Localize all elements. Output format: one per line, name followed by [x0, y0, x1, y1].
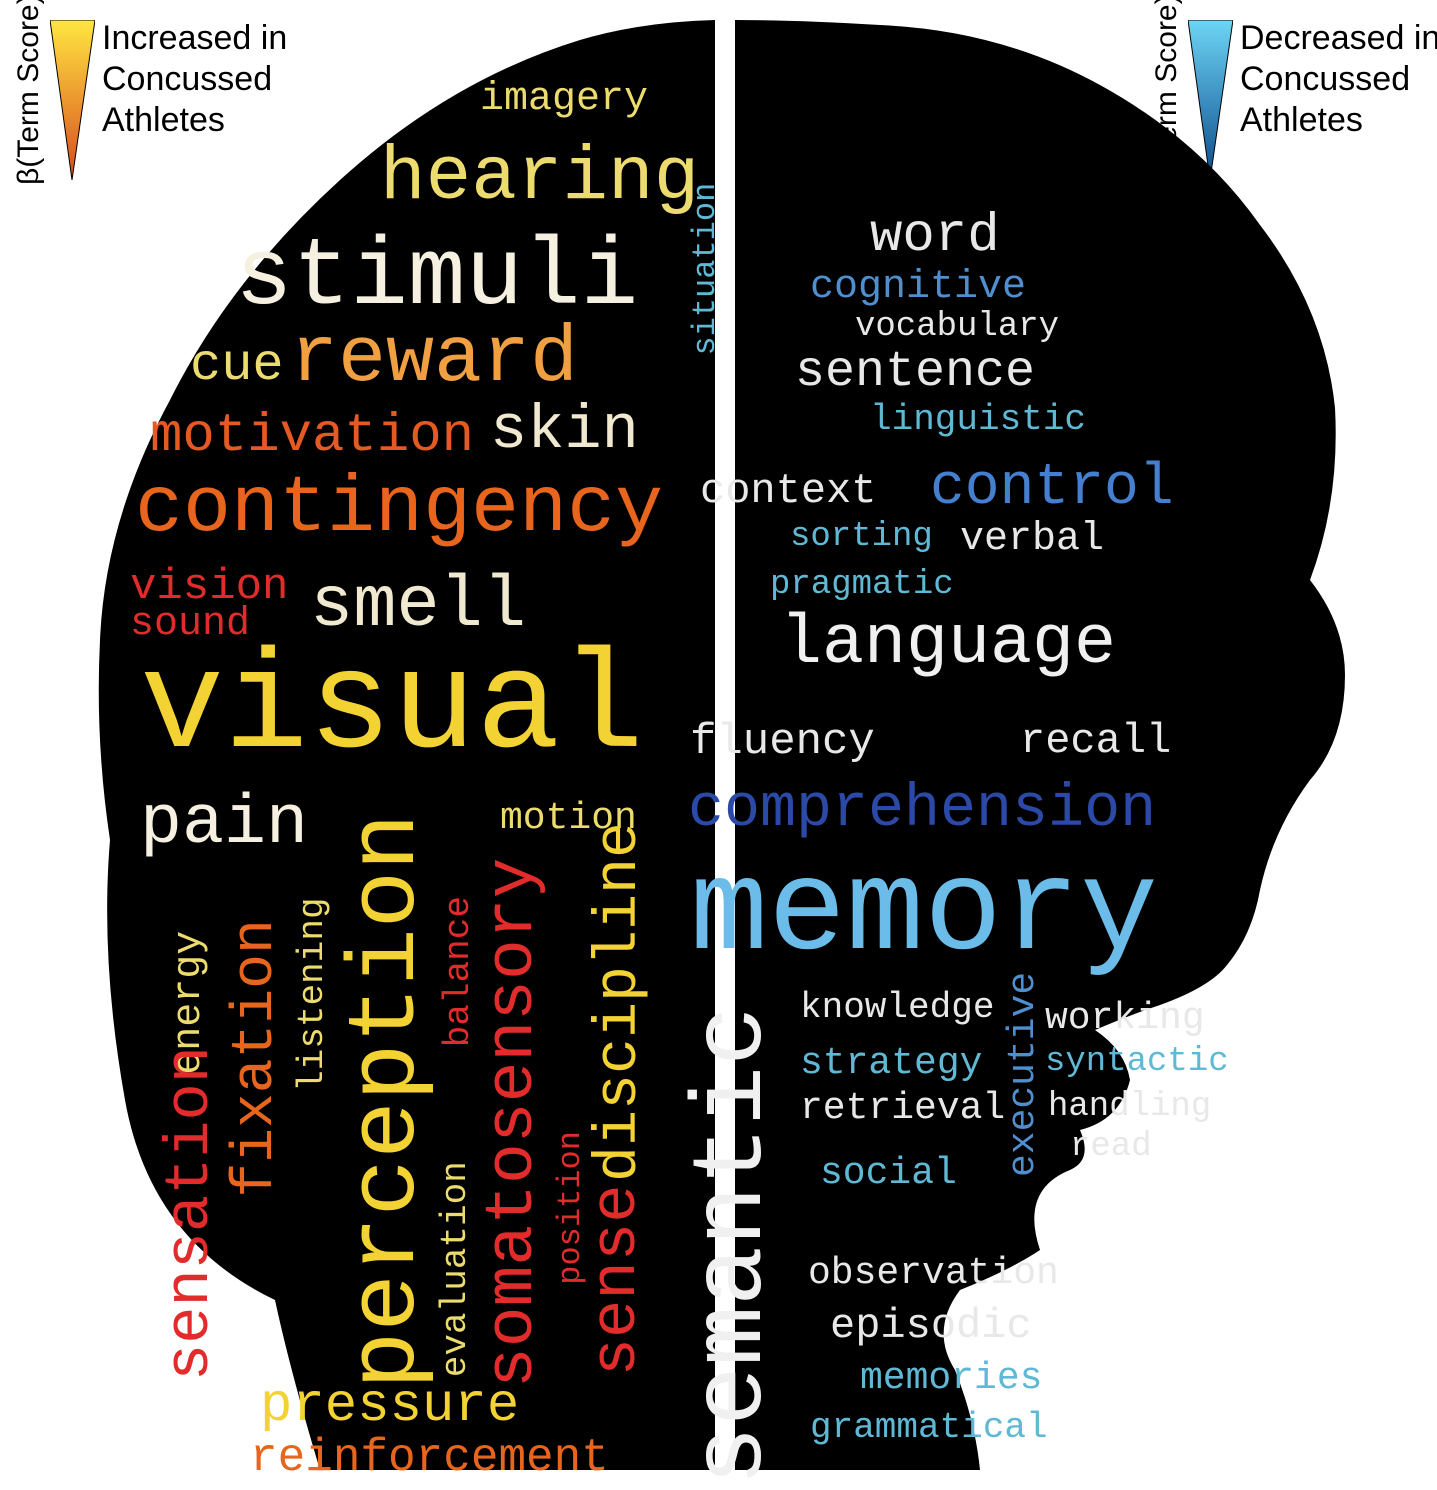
right-word-memory: memory: [690, 850, 1158, 980]
left-word-pressure: pressure: [260, 1380, 519, 1434]
right-word-sorting: sorting: [790, 520, 933, 554]
right-word-retrieval: retrieval: [800, 1090, 1005, 1128]
right-word-control: control: [930, 460, 1174, 518]
right-word-fluency: fluency: [690, 720, 875, 764]
right-word-verbal: verbal: [960, 520, 1104, 560]
left-word-motivation: motivation: [150, 410, 474, 464]
left-word-contingency: contingency: [135, 470, 663, 550]
right-word-word: word: [870, 210, 1000, 264]
left-word-reinforcement: reinforcement: [250, 1435, 609, 1481]
right-word-language: language: [780, 610, 1116, 680]
left-word-hearing: hearing: [380, 140, 699, 216]
right-word-sentence: sentence: [795, 348, 1035, 398]
left-word-stimuli: stimuli: [235, 230, 638, 326]
left-word-listening: listening: [295, 891, 331, 1092]
right-word-pragmatic: pragmatic: [770, 568, 954, 602]
right-word-executive: executive: [1005, 965, 1043, 1177]
left-word-visual: visual: [140, 640, 644, 780]
left-word-discipline: discipline: [590, 810, 650, 1182]
right-word-social: social: [820, 1155, 957, 1193]
left-word-perception: perception: [340, 794, 436, 1389]
left-word-cue: cue: [190, 340, 284, 392]
right-word-recall: recall: [1020, 720, 1171, 762]
right-word-working: working: [1045, 1000, 1205, 1038]
right-word-linguistic: linguistic: [870, 402, 1086, 438]
right-word-grammatical: grammatical: [810, 1410, 1048, 1446]
right-word-cognitive: cognitive: [810, 268, 1026, 308]
right-word-knowledge: knowledge: [800, 990, 994, 1026]
right-word-read: read: [1070, 1130, 1152, 1164]
left-word-pain: pain: [140, 790, 308, 860]
right-word-context: context: [700, 470, 876, 512]
right-word-episodic: episodic: [830, 1305, 1032, 1347]
left-word-sense: sense: [586, 1178, 650, 1376]
left-word-fixation: fixation: [228, 910, 286, 1198]
right-word-comprehension: comprehension: [688, 780, 1156, 840]
right-word-syntactic: syntactic: [1045, 1045, 1229, 1079]
right-word-situation: situation: [690, 177, 722, 356]
left-word-somatosensory: somatosensory: [480, 840, 548, 1388]
left-word-balance: balance: [441, 891, 477, 1047]
right-word-observation: observation: [808, 1255, 1059, 1293]
left-word-skin: skin: [490, 400, 639, 462]
left-word-evaluation: evaluation: [438, 1154, 474, 1377]
right-word-strategy: strategy: [800, 1045, 982, 1083]
right-word-semantic: semantic: [685, 990, 785, 1486]
right-word-vocabulary: vocabulary: [855, 310, 1059, 344]
right-word-handling: handling: [1048, 1090, 1211, 1124]
left-word-reward: reward: [290, 320, 578, 400]
right-word-memories: memories: [860, 1360, 1042, 1398]
left-word-sensation: sensation: [160, 1035, 222, 1381]
left-word-imagery: imagery: [480, 80, 648, 120]
head-container: imagery hearing stimuli cuereward motivation…: [0, 20, 1437, 1490]
